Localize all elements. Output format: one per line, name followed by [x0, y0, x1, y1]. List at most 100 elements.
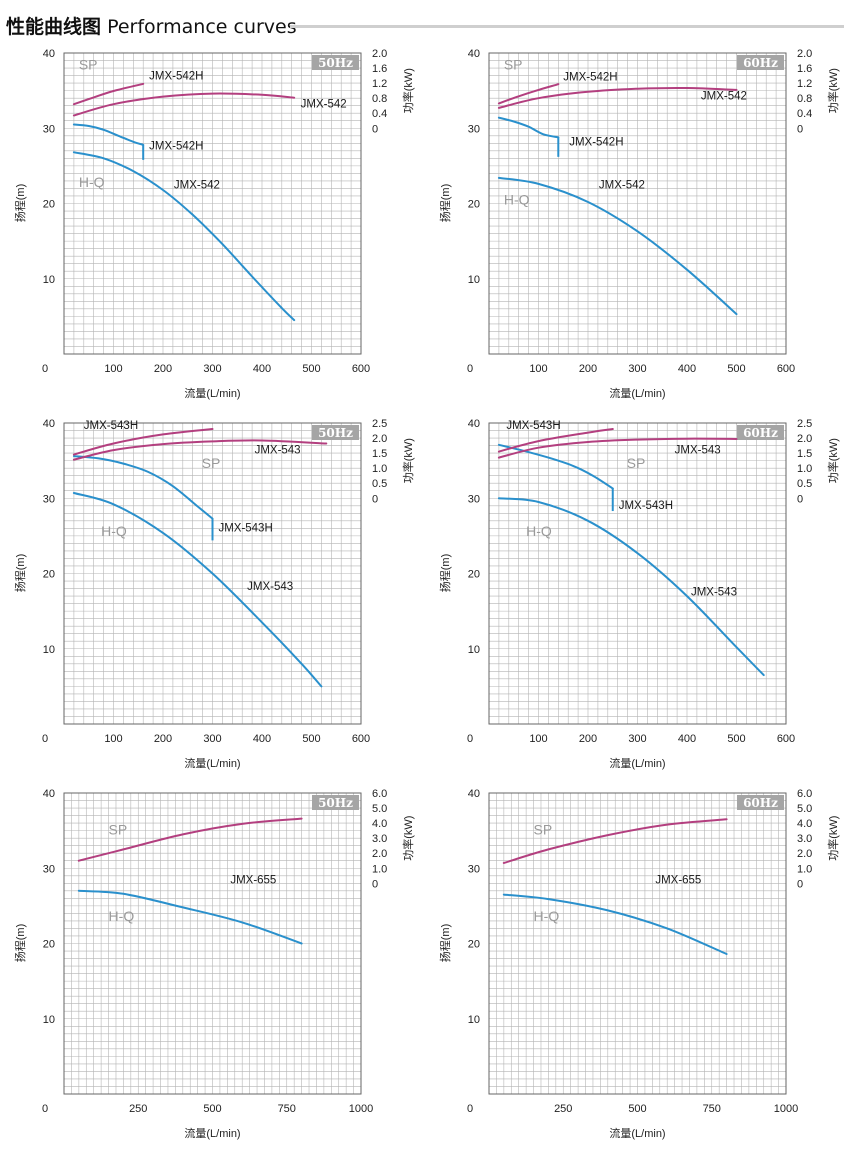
- y2-tick: 2.0: [797, 433, 812, 445]
- y2-axis-title: 功率(kW): [826, 816, 840, 861]
- y-axis-title: 扬程(m): [438, 184, 452, 223]
- y-axis-title: 扬程(m): [438, 924, 452, 963]
- plot-frame: [488, 422, 787, 725]
- x-tick: 500: [302, 733, 320, 745]
- y-tick: 30: [43, 493, 55, 505]
- series-label-jmx-542: JMX-542: [174, 179, 220, 191]
- y2-tick: 0.5: [372, 478, 387, 490]
- series-label-jmx-542h: JMX-542H: [149, 70, 203, 82]
- series-label-jmx-655: JMX-655: [655, 874, 701, 886]
- x-tick: 600: [352, 733, 370, 745]
- title-en: Performance curves: [107, 16, 297, 38]
- power-curve-jmx-542: [497, 86, 738, 109]
- y-tick: 10: [43, 1014, 55, 1026]
- x-tick: 600: [777, 733, 795, 745]
- grid: [63, 422, 362, 725]
- frequency-badge: [312, 425, 359, 440]
- y-tick: 30: [43, 123, 55, 135]
- series-label-jmx-543h: JMX-543H: [619, 500, 673, 512]
- frequency-label: 60Hz: [743, 426, 778, 440]
- x-tick: 400: [678, 363, 696, 375]
- plot-frame: [488, 792, 787, 1095]
- series-label-jmx-542h: JMX-542H: [569, 137, 623, 149]
- x-axis-title: 流量(L/min): [184, 756, 240, 770]
- head-curve-jmx-542: [497, 176, 738, 316]
- x-axis-title: 流量(L/min): [609, 756, 665, 770]
- x-tick: 1000: [349, 1103, 373, 1115]
- head-curve-jmx-542: [72, 151, 296, 322]
- x-tick: 400: [253, 363, 271, 375]
- x-tick: 100: [529, 363, 547, 375]
- y2-tick: 2.0: [372, 848, 387, 860]
- x-tick: 400: [253, 733, 271, 745]
- y2-axis-title: 功率(kW): [826, 438, 840, 483]
- chart-655-60hz: 10 20 30 40 0 250 500 750 1000 流量(L/min) 扬程(m) 0 1.0…: [438, 788, 840, 1140]
- grid: [488, 422, 787, 725]
- y-tick: 40: [43, 418, 55, 430]
- head-curve-jmx-543: [497, 497, 765, 677]
- x-tick: 250: [554, 1103, 572, 1115]
- x-tick: 600: [352, 363, 370, 375]
- y-tick: 40: [468, 48, 480, 60]
- x-axis-title: 流量(L/min): [609, 386, 665, 400]
- y-tick: 40: [468, 418, 480, 430]
- y-tick: 40: [468, 788, 480, 800]
- sp-curve-label: SP: [79, 57, 98, 73]
- head-curve-jmx-655: [502, 893, 728, 955]
- series-label-jmx-543: JMX-543: [675, 445, 721, 457]
- series-label-jmx-655: JMX-655: [230, 874, 276, 886]
- y2-axis-title: 功率(kW): [401, 68, 415, 113]
- y-tick-zero: 0: [42, 1103, 48, 1115]
- y2-tick: 6.0: [372, 788, 387, 800]
- x-tick: 1000: [774, 1103, 798, 1115]
- y2-tick: 1.6: [372, 63, 387, 75]
- x-tick: 500: [727, 733, 745, 745]
- x-tick: 250: [129, 1103, 147, 1115]
- y2-tick: 1.2: [372, 78, 387, 90]
- page-header: 性能曲线图 Performance curves: [6, 12, 844, 42]
- x-tick: 200: [579, 363, 597, 375]
- frequency-label: 50Hz: [318, 56, 353, 70]
- head-curve-jmx-655: [77, 889, 303, 945]
- y-tick: 20: [43, 939, 55, 951]
- x-tick: 300: [628, 363, 646, 375]
- series-label-jmx-543h: JMX-543H: [218, 522, 272, 534]
- plot-frame: [63, 422, 362, 725]
- power-curve-jmx-543h: [497, 428, 614, 453]
- y-tick-zero: 0: [467, 733, 473, 745]
- y2-tick: 0: [797, 878, 803, 890]
- power-curve-jmx-542: [72, 92, 296, 117]
- y2-tick: 0.5: [797, 478, 812, 490]
- y2-axis-title: 功率(kW): [401, 438, 415, 483]
- grid: [63, 52, 362, 355]
- frequency-label: 50Hz: [318, 426, 353, 440]
- series-label-jmx-543h: JMX-543H: [506, 420, 560, 432]
- x-tick: 400: [678, 733, 696, 745]
- head-curve-jmx-543h: [72, 455, 214, 520]
- sp-curve-label: SP: [504, 57, 523, 73]
- y-tick: 10: [468, 644, 480, 656]
- x-tick: 100: [529, 733, 547, 745]
- y-tick: 30: [468, 863, 480, 875]
- head-curve-jmx-543h: [497, 443, 614, 490]
- frequency-badge: [737, 425, 784, 440]
- x-tick: 600: [777, 363, 795, 375]
- y2-tick: 2.5: [797, 418, 812, 430]
- power-curve-jmx-655: [77, 817, 303, 862]
- y2-tick: 2.0: [797, 848, 812, 860]
- sp-curve-label: SP: [627, 455, 646, 471]
- y2-tick: 2.0: [797, 48, 812, 60]
- y2-tick: 5.0: [372, 803, 387, 815]
- y-tick: 20: [43, 569, 55, 581]
- y-tick: 30: [468, 123, 480, 135]
- y2-tick: 1.0: [372, 863, 387, 875]
- y-tick: 30: [43, 863, 55, 875]
- plot-frame: [488, 52, 787, 355]
- y-tick: 20: [468, 569, 480, 581]
- y2-tick: 0: [797, 123, 803, 135]
- x-tick: 300: [628, 733, 646, 745]
- y-tick-zero: 0: [42, 733, 48, 745]
- y2-tick: 1.5: [372, 448, 387, 460]
- x-tick: 200: [579, 733, 597, 745]
